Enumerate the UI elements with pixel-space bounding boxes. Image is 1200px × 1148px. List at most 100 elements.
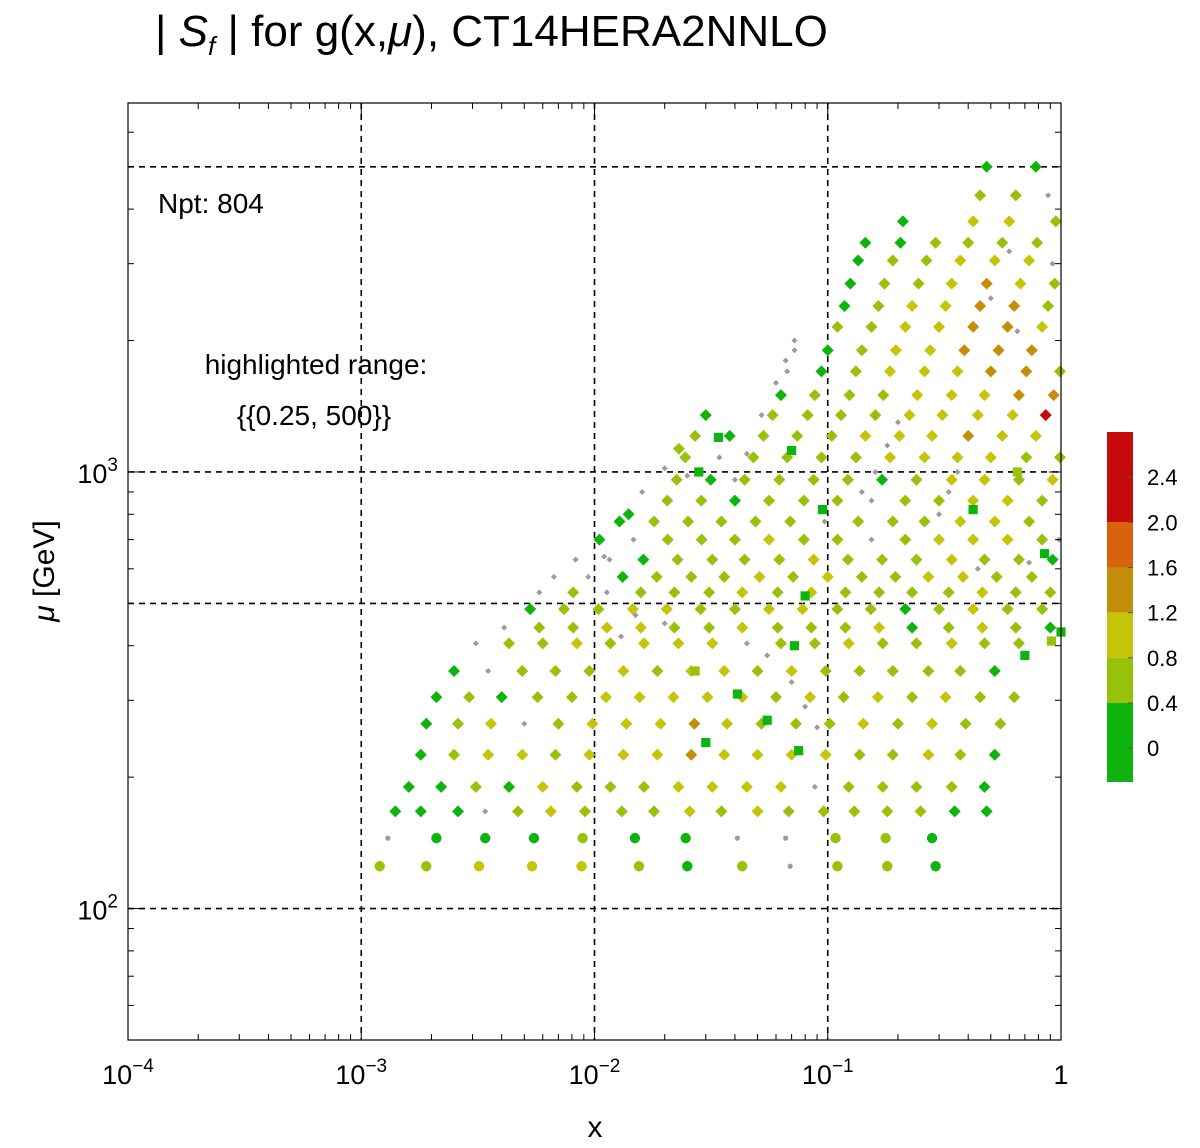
data-point <box>1029 160 1042 173</box>
colorbar-tick-label: 1.6 <box>1147 555 1178 580</box>
data-point <box>910 780 923 793</box>
data-point <box>994 717 1007 730</box>
tick-labels: 10−4 10−3 10−2 10−1 1 102 103 <box>77 455 1068 1090</box>
data-point <box>1009 586 1022 599</box>
data-point <box>633 861 645 872</box>
data-point <box>626 603 639 616</box>
data-point <box>787 863 793 869</box>
data-point <box>967 215 980 228</box>
data-point <box>933 320 946 333</box>
data-point <box>1006 248 1013 255</box>
data-point <box>823 717 836 730</box>
data-point <box>804 691 817 704</box>
data-point <box>821 570 834 583</box>
data-point <box>971 409 984 422</box>
data-point <box>906 691 919 704</box>
data-point <box>782 805 795 818</box>
data-point <box>1012 637 1025 650</box>
data-point <box>448 665 461 678</box>
data-point <box>954 254 967 267</box>
colorbar-segment <box>1107 657 1133 703</box>
title-mu: μ <box>387 7 412 56</box>
data-point <box>978 389 991 402</box>
data-point <box>954 468 961 475</box>
data-point <box>954 748 967 761</box>
data-point <box>791 429 804 442</box>
data-point <box>936 511 943 518</box>
data-point <box>634 621 647 634</box>
data-point <box>1006 409 1019 422</box>
data-point <box>922 665 935 678</box>
data-point <box>695 533 708 546</box>
data-point <box>980 805 993 818</box>
data-point <box>1020 650 1030 661</box>
data-point <box>704 473 717 486</box>
data-point <box>651 748 664 761</box>
data-point <box>967 533 980 546</box>
data-point <box>842 637 855 650</box>
data-point <box>694 603 707 616</box>
data-point <box>899 494 912 507</box>
data-point <box>743 450 750 457</box>
data-point <box>894 419 901 426</box>
data-point <box>958 344 971 357</box>
data-point <box>990 570 1003 583</box>
data-point <box>930 861 941 872</box>
data-point <box>871 691 884 704</box>
chart-title: | Sf | for g(x,μ), CT14HERA2NNLO <box>155 7 828 61</box>
data-point <box>886 515 899 528</box>
data-point <box>773 379 780 386</box>
data-point <box>583 748 596 761</box>
data-point <box>684 472 691 479</box>
data-point <box>512 805 525 818</box>
y-axis-title: μ [GeV] <box>28 520 61 622</box>
data-point <box>939 691 952 704</box>
title-pre: | <box>155 7 179 56</box>
data-point <box>1008 691 1021 704</box>
data-point <box>576 861 587 872</box>
data-point <box>968 504 978 515</box>
colorbar: 2.4 2.0 1.6 1.2 0.8 0.4 0 <box>1107 432 1178 782</box>
data-point <box>688 717 701 730</box>
data-point <box>385 835 391 841</box>
data-point <box>906 586 919 599</box>
data-point <box>485 668 492 675</box>
data-point <box>763 494 776 507</box>
annotation-range-heading: highlighted range: <box>205 349 428 380</box>
data-point <box>1029 429 1042 442</box>
data-point <box>469 780 482 793</box>
data-point <box>1047 389 1060 402</box>
data-point <box>557 603 570 616</box>
data-point <box>1036 603 1049 616</box>
data-point <box>942 621 955 634</box>
data-point <box>516 665 529 678</box>
data-point <box>912 277 925 290</box>
data-point <box>876 780 889 793</box>
data-point <box>903 409 916 422</box>
data-point <box>1025 344 1038 357</box>
data-point <box>616 570 629 583</box>
data-point <box>807 553 820 566</box>
colorbar-segment <box>1107 567 1133 613</box>
data-point <box>791 347 798 354</box>
x-tick-label: 1 <box>1053 1060 1068 1090</box>
y-axis-unit: [GeV] <box>28 520 61 605</box>
data-point <box>671 553 684 566</box>
data-point <box>1036 494 1049 507</box>
data-point <box>732 689 743 699</box>
data-point <box>661 533 674 546</box>
data-point <box>933 533 946 546</box>
data-point <box>706 553 719 566</box>
data-point <box>922 570 935 583</box>
data-point <box>839 586 852 599</box>
colorbar-segment <box>1107 522 1133 568</box>
data-point <box>480 832 491 844</box>
data-point <box>959 717 972 730</box>
data-point <box>884 442 891 449</box>
data-point <box>570 637 583 650</box>
data-point <box>951 451 964 464</box>
data-point <box>945 389 958 402</box>
data-point <box>882 861 893 872</box>
colorbar-segment <box>1107 702 1133 782</box>
data-point <box>1039 409 1052 422</box>
